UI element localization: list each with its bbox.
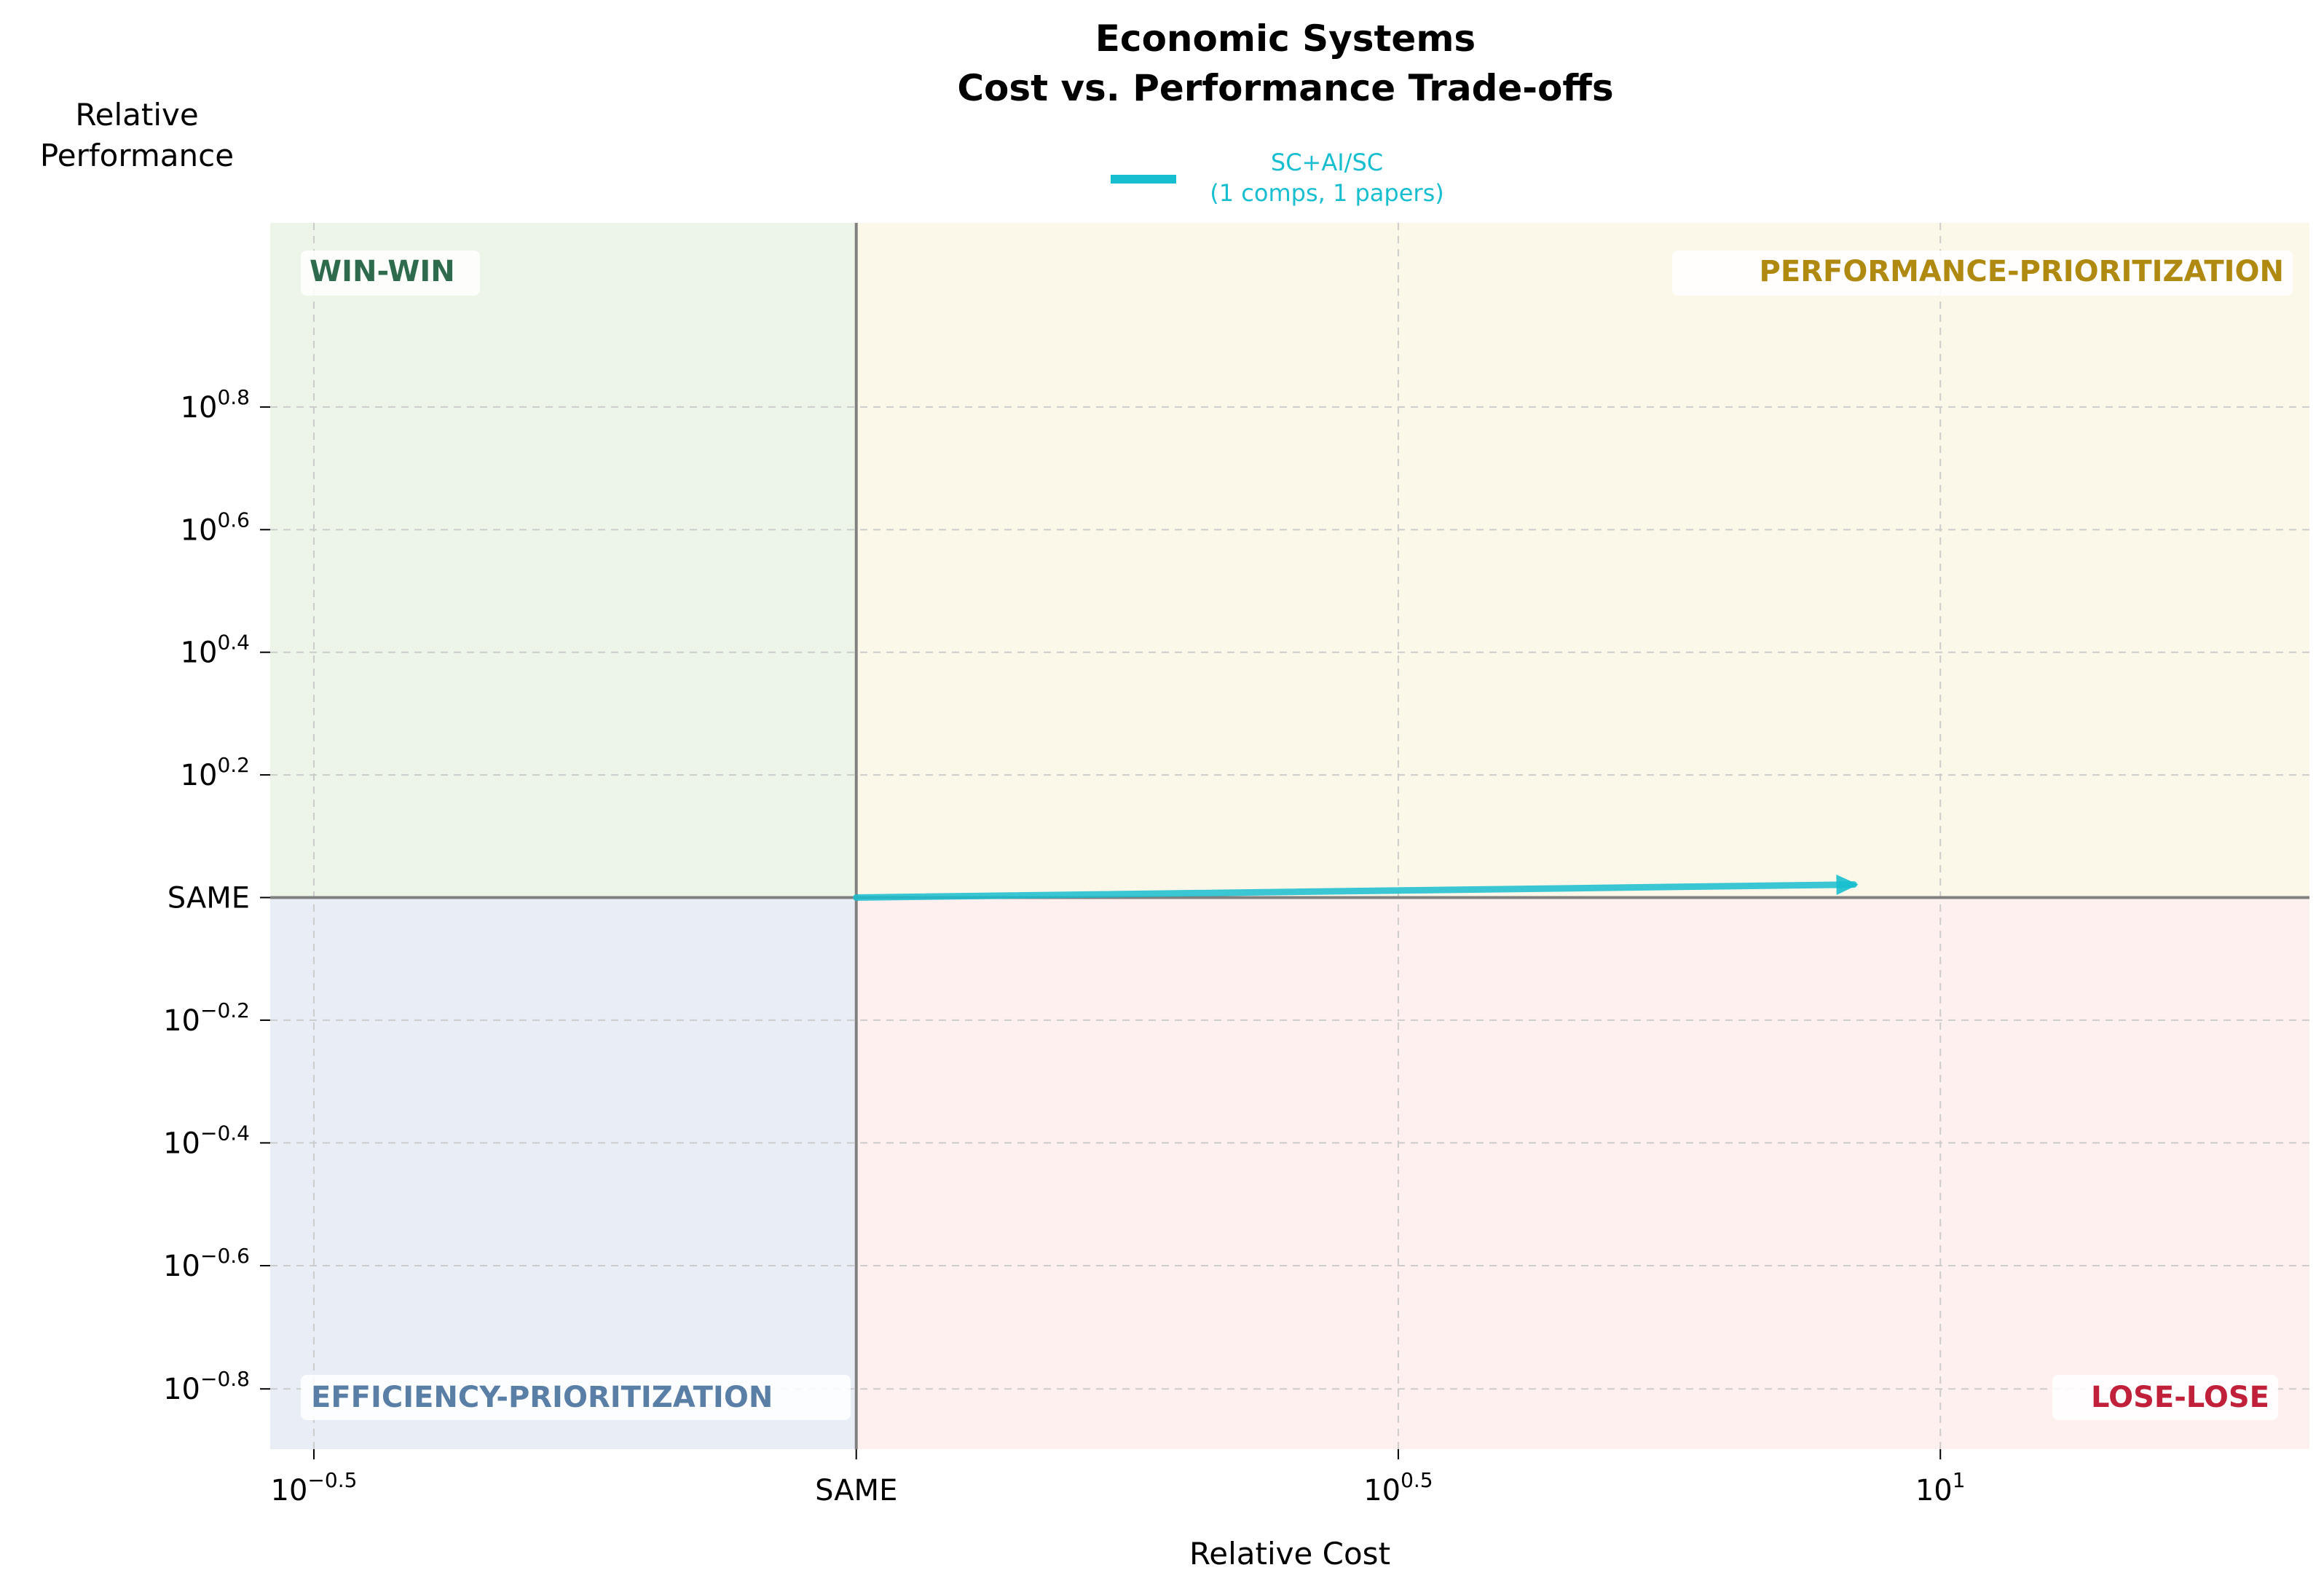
tick-labels: 10−0.5 SAME 100.5 101 100.8 100.6 100.4 100.2 SA… (163, 385, 1966, 1507)
y-tick-label: SAME (168, 882, 250, 915)
quadrant-label-lose-lose: LOSE-LOSE (2052, 1375, 2278, 1420)
svg-text:EFFICIENCY-PRIORITIZATION: EFFICIENCY-PRIORITIZATION (311, 1381, 773, 1414)
chart-title-line2: Cost vs. Performance Trade-offs (957, 67, 1613, 109)
y-tick-label: 10−0.6 (163, 1244, 250, 1283)
quadrant-win-win-background (270, 223, 856, 898)
svg-text:LOSE-LOSE: LOSE-LOSE (2091, 1381, 2269, 1414)
y-tick-label: 100.4 (181, 631, 250, 670)
quadrant-efficiency-background (270, 897, 856, 1449)
x-tick-label: 100.5 (1363, 1468, 1433, 1507)
y-axis-label: Relative Performance (40, 97, 234, 173)
chart-title-line1: Economic Systems (1095, 17, 1476, 60)
tick-marks (260, 406, 1942, 1459)
svg-text:PERFORMANCE-PRIORITIZATION: PERFORMANCE-PRIORITIZATION (1760, 255, 2284, 288)
series-arrow-line (853, 881, 1858, 902)
y-tick-label: 10−0.4 (163, 1121, 250, 1160)
quadrant-lose-lose-background (856, 897, 2309, 1449)
quadrant-label-win-win: WIN-WIN (301, 251, 480, 296)
y-tick-label: 100.8 (181, 385, 250, 425)
legend-label: SC+AI/SC (1271, 149, 1383, 176)
svg-text:WIN-WIN: WIN-WIN (310, 255, 455, 288)
series-arrow-group (853, 875, 1859, 902)
series-arrow-head (1836, 875, 1859, 896)
quadrant-performance-background (856, 223, 2309, 898)
y-tick-label: 100.6 (181, 508, 250, 547)
quadrant-label-performance-prioritization: PERFORMANCE-PRIORITIZATION (1672, 251, 2293, 296)
x-tick-label: SAME (815, 1474, 897, 1507)
y-tick-label: 10−0.8 (163, 1367, 250, 1406)
x-tick-label: 10−0.5 (271, 1468, 358, 1507)
y-tick-label: 10−0.2 (163, 998, 250, 1038)
y-tick-label: 100.2 (181, 753, 250, 792)
x-axis-label: Relative Cost (1189, 1536, 1390, 1572)
x-tick-label: 101 (1915, 1468, 1966, 1507)
axis-divider-lines (270, 223, 2309, 1449)
quadrant-label-efficiency-prioritization: EFFICIENCY-PRIORITIZATION (301, 1375, 851, 1420)
legend-sublabel: (1 comps, 1 papers) (1210, 179, 1443, 207)
